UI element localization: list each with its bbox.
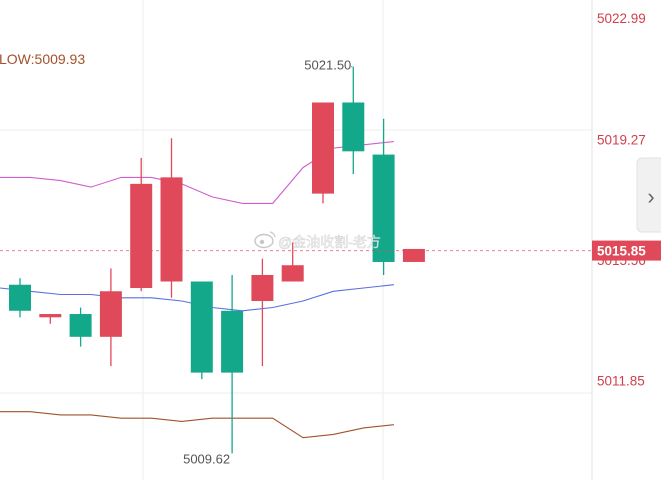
candle	[190, 281, 213, 380]
price-axis-tick-label: 5022.99	[597, 11, 646, 26]
price-axis-panel	[592, 0, 661, 480]
candle-body	[342, 102, 365, 152]
candle-body	[372, 154, 395, 262]
candle-body	[281, 265, 304, 282]
candle	[312, 102, 334, 204]
last-price-tag-label: 5015.85	[597, 244, 646, 259]
price-axis-tick-label: 5019.27	[597, 132, 646, 147]
candle-body	[9, 284, 31, 311]
candle-body	[221, 310, 244, 373]
candle	[99, 268, 122, 367]
candle	[372, 118, 395, 275]
candle	[402, 248, 425, 262]
ma-upper-line	[0, 141, 394, 204]
candle-body	[402, 248, 425, 262]
candle-body	[39, 314, 62, 318]
low-price-annotation: 5009.62	[183, 451, 230, 466]
candle	[342, 66, 365, 175]
indicator-low-label: LOW:5009.93	[0, 51, 85, 67]
last-price-tag	[592, 240, 661, 261]
candle-body	[190, 281, 213, 373]
candle-body	[312, 102, 334, 194]
high-price-annotation: 5021.50	[304, 58, 351, 73]
candle	[281, 242, 304, 282]
candle	[160, 138, 183, 298]
price-axis-tick-label: 5011.85	[597, 374, 645, 389]
candle-series	[9, 66, 425, 454]
chevron-right-icon: ›	[647, 184, 654, 209]
candle	[69, 307, 92, 347]
ma-low-line	[0, 411, 394, 439]
candle-body	[130, 183, 153, 288]
candle-body	[251, 274, 274, 302]
candle	[221, 274, 244, 454]
candle-body	[99, 291, 122, 337]
candle	[39, 314, 62, 324]
candle-body	[160, 177, 183, 282]
weibo-logo	[254, 231, 276, 249]
candle	[130, 157, 153, 292]
watermark-text: @金油收割-老方	[278, 234, 381, 250]
expand-panel-button[interactable]: ›	[636, 157, 661, 233]
candle	[9, 278, 31, 318]
chart-annotations: 5021.50 5009.62	[0, 58, 592, 466]
candle	[251, 258, 274, 367]
candle-body	[69, 314, 92, 337]
